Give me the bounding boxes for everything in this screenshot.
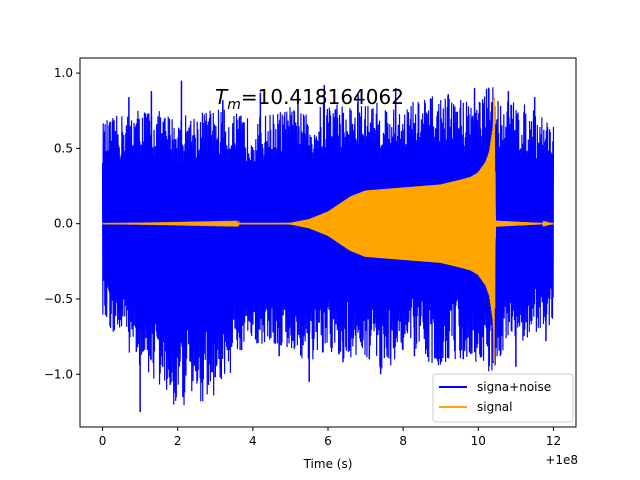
annotation-symbol: T bbox=[215, 85, 229, 109]
x-tick-label: 12 bbox=[546, 434, 561, 448]
legend-box bbox=[432, 373, 574, 423]
legend-label-signal-noise: signa+noise bbox=[477, 380, 551, 394]
x-tick-label: 4 bbox=[249, 434, 257, 448]
x-axis-label: Time (s) bbox=[303, 457, 353, 471]
annotation-subscript: m bbox=[227, 97, 241, 113]
legend: signa+noise signal bbox=[432, 373, 574, 423]
x-tick-label: 0 bbox=[99, 434, 107, 448]
y-tick-label: 1.0 bbox=[54, 66, 73, 80]
x-tick-label: 2 bbox=[174, 434, 182, 448]
y-tick-label: −0.5 bbox=[44, 292, 73, 306]
chart-annotation: Tm=10.418164062 bbox=[215, 85, 404, 113]
x-tick-label: 8 bbox=[399, 434, 407, 448]
y-axis-ticks: −1.0 −0.5 0.0 0.5 1.0 bbox=[44, 66, 80, 381]
annotation-value: =10.418164062 bbox=[241, 85, 404, 109]
legend-label-signal: signal bbox=[477, 400, 513, 414]
x-tick-label: 6 bbox=[324, 434, 332, 448]
y-tick-label: 0.5 bbox=[54, 141, 73, 155]
y-tick-label: −1.0 bbox=[44, 367, 73, 381]
y-tick-label: 0.0 bbox=[54, 217, 73, 231]
x-axis-offset-label: +1e8 bbox=[545, 453, 578, 467]
x-axis-ticks: 0 2 4 6 8 10 12 bbox=[99, 427, 561, 448]
x-tick-label: 10 bbox=[471, 434, 486, 448]
